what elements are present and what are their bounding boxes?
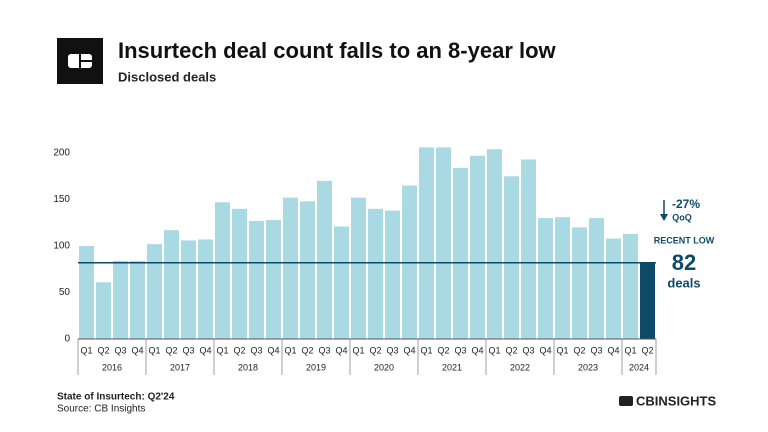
- footer-source: Source: CB Insights: [57, 404, 145, 415]
- x-tick-label: Q2: [369, 345, 381, 355]
- bar: [283, 197, 298, 339]
- x-group-label: 2021: [442, 362, 462, 372]
- x-tick-label: Q1: [352, 345, 364, 355]
- x-tick-label: Q1: [624, 345, 636, 355]
- bar: [606, 238, 621, 339]
- bar: [623, 233, 638, 339]
- bar: [470, 155, 485, 339]
- bar: [147, 244, 162, 339]
- x-group-label: 2018: [238, 362, 258, 372]
- bar: [130, 260, 145, 339]
- x-tick-label: Q2: [233, 345, 245, 355]
- y-tick-label: 200: [53, 148, 70, 159]
- x-tick-label: Q1: [420, 345, 432, 355]
- x-tick-label: Q1: [216, 345, 228, 355]
- bar: [300, 201, 315, 339]
- bar: [436, 147, 451, 339]
- x-tick-label: Q2: [165, 345, 177, 355]
- x-tick-label: Q4: [131, 345, 143, 355]
- x-tick-label: Q3: [182, 345, 194, 355]
- x-group-label: 2023: [578, 362, 598, 372]
- bar: [504, 176, 519, 339]
- bar: [215, 202, 230, 339]
- bar: [368, 208, 383, 339]
- x-group-label: 2020: [374, 362, 394, 372]
- footer-logo: CBINSIGHTS: [636, 393, 717, 408]
- bar: [113, 260, 128, 339]
- bar: [538, 218, 553, 339]
- x-group-label: 2016: [102, 362, 122, 372]
- y-tick-label: 0: [64, 334, 70, 345]
- x-tick-label: Q3: [522, 345, 534, 355]
- line-label: RECENT LOW: [654, 235, 715, 245]
- chart-subtitle: Disclosed deals: [118, 69, 216, 84]
- x-tick-label: Q3: [114, 345, 126, 355]
- bar: [249, 220, 264, 339]
- x-tick-label: Q3: [454, 345, 466, 355]
- x-tick-label: Q1: [284, 345, 296, 355]
- y-tick-label: 50: [59, 287, 71, 298]
- x-tick-label: Q4: [403, 345, 415, 355]
- bar: [266, 219, 281, 339]
- bar: [232, 208, 247, 339]
- recent-value: 82: [672, 250, 696, 275]
- bar: [317, 180, 332, 339]
- y-tick-label: 100: [53, 241, 70, 252]
- footer-logo-icon: [619, 396, 633, 406]
- bar: [453, 167, 468, 339]
- x-tick-label: Q4: [539, 345, 551, 355]
- bar: [351, 197, 366, 339]
- x-tick-label: Q2: [301, 345, 313, 355]
- x-tick-label: Q2: [437, 345, 449, 355]
- y-tick-label: 150: [53, 194, 70, 205]
- x-tick-label: Q3: [590, 345, 602, 355]
- x-tick-label: Q1: [80, 345, 92, 355]
- x-tick-label: Q2: [505, 345, 517, 355]
- bar: [589, 218, 604, 339]
- x-group-label: 2024: [629, 362, 649, 372]
- x-tick-label: Q1: [556, 345, 568, 355]
- bar: [555, 217, 570, 339]
- x-tick-label: Q1: [148, 345, 160, 355]
- footer-report: State of Insurtech: Q2'24: [57, 392, 175, 403]
- bar: [487, 149, 502, 339]
- x-tick-label: Q2: [641, 345, 653, 355]
- x-tick-label: Q4: [471, 345, 483, 355]
- x-tick-label: Q2: [573, 345, 585, 355]
- bar: [419, 147, 434, 339]
- x-tick-label: Q4: [335, 345, 347, 355]
- bar: [640, 262, 655, 339]
- x-tick-label: Q4: [199, 345, 211, 355]
- x-tick-label: Q4: [267, 345, 279, 355]
- bar: [385, 210, 400, 339]
- bar: [198, 239, 213, 339]
- bar: [572, 227, 587, 339]
- x-tick-label: Q2: [97, 345, 109, 355]
- arrow-head: [660, 214, 668, 221]
- x-tick-label: Q3: [250, 345, 262, 355]
- bar: [181, 240, 196, 339]
- change-label: -27%: [672, 197, 700, 211]
- x-group-label: 2017: [170, 362, 190, 372]
- recent-unit: deals: [667, 275, 700, 290]
- x-group-label: 2019: [306, 362, 326, 372]
- change-period: QoQ: [672, 212, 692, 222]
- x-tick-label: Q3: [386, 345, 398, 355]
- x-tick-label: Q3: [318, 345, 330, 355]
- x-tick-label: Q4: [607, 345, 619, 355]
- bar: [334, 226, 349, 339]
- bar: [79, 246, 94, 339]
- bar: [96, 282, 111, 339]
- bar: [521, 159, 536, 339]
- x-group-label: 2022: [510, 362, 530, 372]
- chart-title: Insurtech deal count falls to an 8-year …: [118, 38, 557, 63]
- x-tick-label: Q1: [488, 345, 500, 355]
- bar: [164, 230, 179, 339]
